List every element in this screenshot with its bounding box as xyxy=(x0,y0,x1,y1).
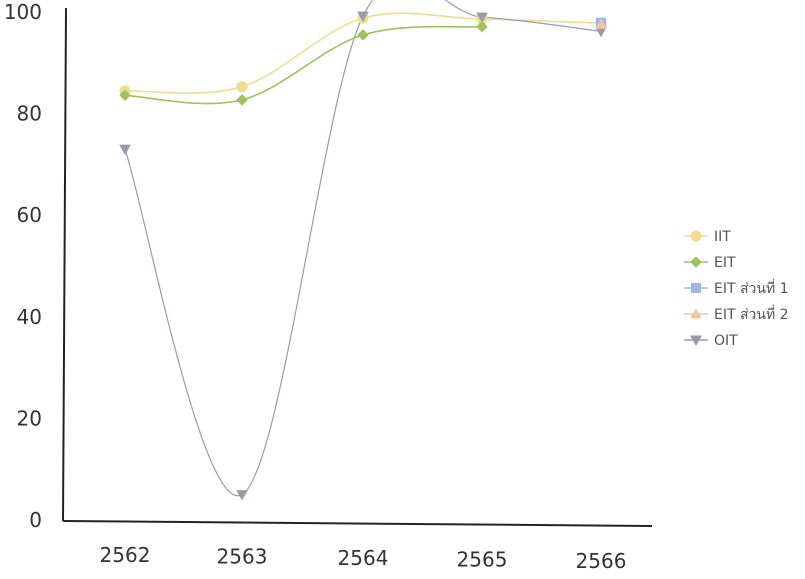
series-lines xyxy=(124,0,602,497)
legend-swatch-marker xyxy=(690,335,702,347)
series-line-oit xyxy=(124,0,602,497)
data-point-oit xyxy=(119,144,131,156)
data-point-eit xyxy=(357,29,369,41)
x-tick-labels: 2562 2563 2564 2565 2566 xyxy=(100,543,627,573)
data-point-eit-2 xyxy=(595,18,607,29)
series-markers xyxy=(119,11,607,501)
legend-label: IIT xyxy=(714,229,731,245)
x-axis-line xyxy=(62,520,653,527)
legend-entry-oit: OIT xyxy=(684,333,738,349)
legend-label: EIT ส่วนที่ 2 xyxy=(714,305,789,323)
y-tick-labels: 0 20 40 60 80 100 xyxy=(4,0,42,532)
series-line-iit xyxy=(124,12,602,94)
legend-label: EIT ส่วนที่ 1 xyxy=(714,279,789,297)
legend-swatch-marker xyxy=(690,230,702,242)
data-point-oit xyxy=(236,490,248,501)
x-tick-label: 2564 xyxy=(338,546,389,570)
y-tick-label: 40 xyxy=(17,305,42,329)
data-point-eit xyxy=(476,21,488,33)
legend-swatch-marker xyxy=(691,283,701,293)
legend-entry-iit: IIT xyxy=(684,229,731,245)
x-tick-label: 2563 xyxy=(217,545,268,569)
data-point-oit xyxy=(476,12,488,24)
y-tick-label: 60 xyxy=(17,203,42,227)
x-tick-label: 2565 xyxy=(457,548,508,572)
y-tick-label: 100 xyxy=(4,0,42,24)
legend: IIT EIT EIT ส่วนที่ 1 EIT ส่วนที่ 2 OIT xyxy=(684,229,789,349)
y-axis-line xyxy=(62,7,67,522)
x-tick-label: 2566 xyxy=(576,549,627,573)
y-tick-label: 80 xyxy=(17,102,42,126)
legend-swatch-marker xyxy=(690,307,702,319)
legend-entry-eit: EIT xyxy=(684,255,736,271)
legend-swatch-marker xyxy=(690,256,702,268)
data-point-eit xyxy=(236,94,248,106)
data-point-oit xyxy=(357,11,369,23)
legend-label: EIT xyxy=(714,255,736,271)
legend-label: OIT xyxy=(714,333,738,349)
series-line-eit xyxy=(124,25,483,105)
legend-entry-eit-1: EIT ส่วนที่ 1 xyxy=(684,279,789,297)
x-tick-label: 2562 xyxy=(100,543,151,567)
y-tick-label: 0 xyxy=(29,508,42,532)
chart-axes xyxy=(62,7,653,527)
legend-entry-eit-2: EIT ส่วนที่ 2 xyxy=(684,305,789,323)
data-point-iit xyxy=(236,81,248,93)
y-tick-label: 20 xyxy=(17,406,42,430)
data-point-eit xyxy=(119,89,131,102)
